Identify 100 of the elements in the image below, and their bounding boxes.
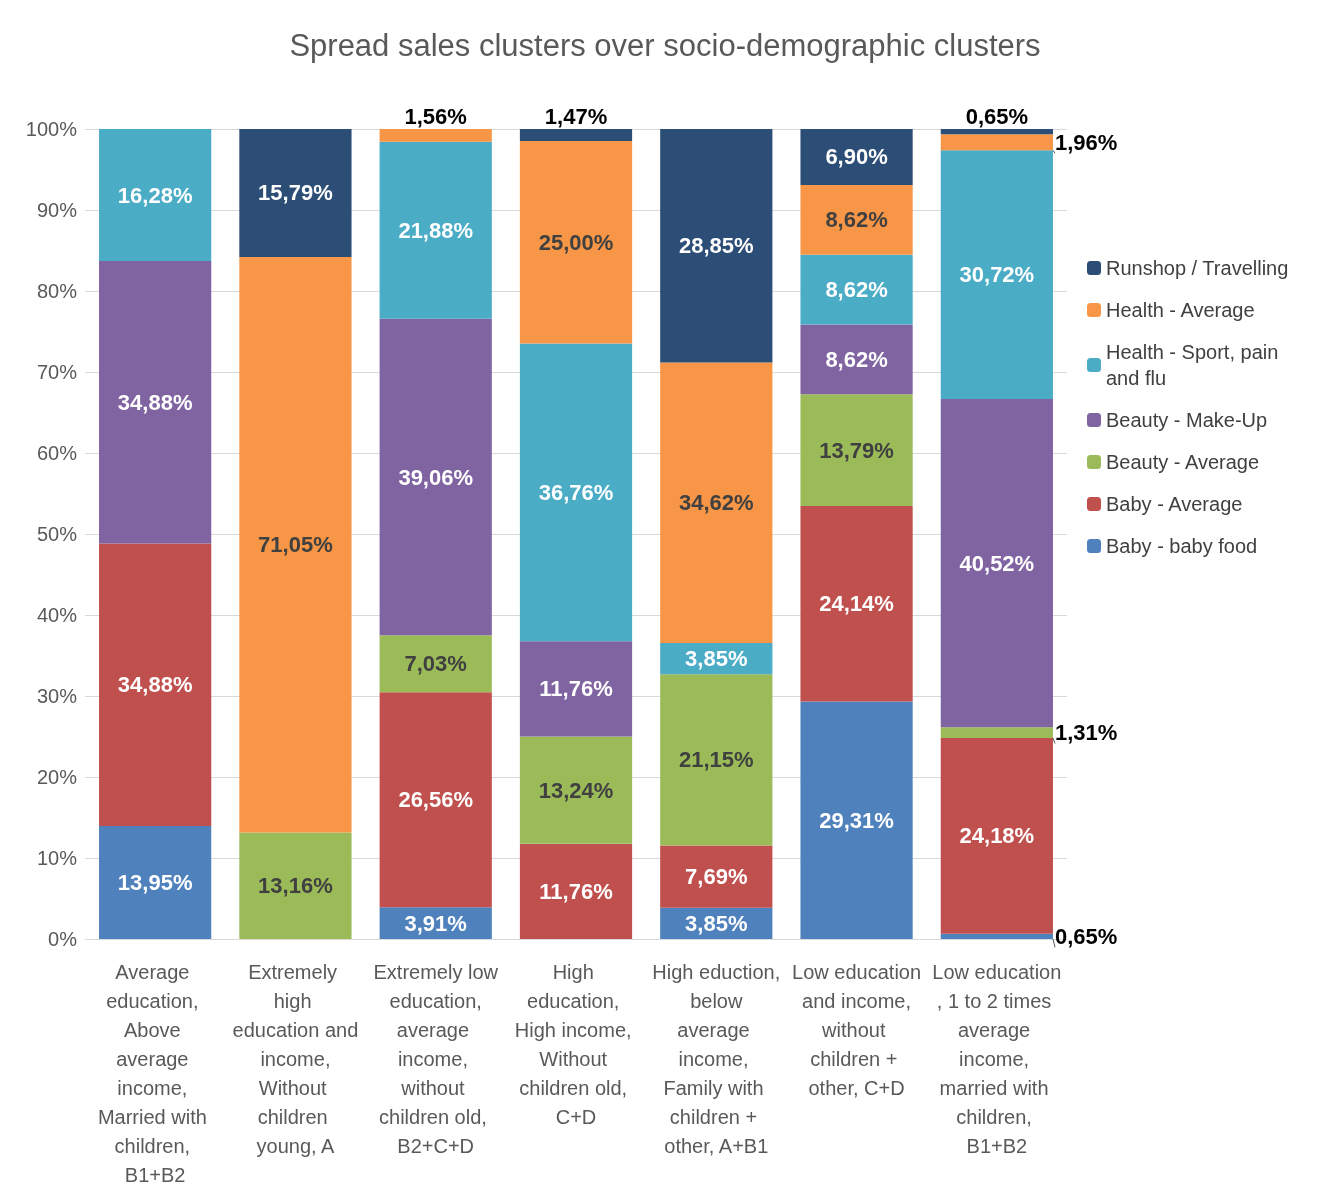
data-label: 30,72% <box>959 262 1035 288</box>
bar <box>660 674 773 846</box>
bar <box>99 543 212 827</box>
bar <box>519 843 633 939</box>
bar <box>940 933 1053 939</box>
legend-label: Beauty - Make-Up <box>1106 409 1268 431</box>
data-label: 71,05% <box>258 532 333 558</box>
y-tick-label: 40% <box>36 604 78 626</box>
bar <box>379 635 492 693</box>
data-label: 3,91% <box>404 910 467 936</box>
bar <box>519 641 633 737</box>
legend-label: Runshop / Travelling <box>1106 257 1289 279</box>
legend-label: Baby - baby food <box>1106 535 1258 557</box>
data-label: 1,31% <box>1054 720 1118 746</box>
x-tick-label: High education, High income, Without children old, C+D <box>514 960 638 1128</box>
bar <box>379 318 492 636</box>
y-tick-label: 20% <box>36 766 78 788</box>
bar <box>800 701 913 939</box>
data-label: 1,47% <box>544 103 608 129</box>
bar <box>800 394 913 507</box>
data-label: 34,88% <box>117 389 193 415</box>
data-label: 36,76% <box>538 479 614 505</box>
data-label: 39,06% <box>398 464 474 490</box>
data-label: 15,79% <box>258 180 333 206</box>
bar <box>239 832 352 939</box>
data-label: 16,28% <box>117 182 193 208</box>
bar <box>519 129 633 141</box>
bar <box>379 692 492 908</box>
y-tick-label: 70% <box>36 361 78 383</box>
data-label: 7,03% <box>404 651 467 677</box>
bar <box>379 129 492 142</box>
bar <box>660 845 773 908</box>
bar <box>379 141 492 319</box>
bar <box>239 256 352 833</box>
y-tick-label: 30% <box>36 685 78 707</box>
y-tick-label: 60% <box>36 442 78 464</box>
bar <box>660 362 773 644</box>
data-label: 1,96% <box>1054 129 1118 155</box>
bar <box>800 184 913 255</box>
data-label: 13,16% <box>258 873 333 899</box>
data-label: 24,18% <box>959 823 1035 849</box>
y-tick-label: 10% <box>36 847 78 869</box>
bar <box>519 140 633 344</box>
data-label: 8,62% <box>825 346 888 372</box>
data-label: 8,62% <box>825 207 888 233</box>
data-label: 6,90% <box>825 144 888 170</box>
bar <box>800 324 913 395</box>
x-tick-label: Low education and income, without children + other, C+D <box>792 960 922 1099</box>
bar <box>940 150 1053 400</box>
bar <box>519 343 633 642</box>
bar <box>99 826 212 939</box>
bar <box>99 260 212 544</box>
legend-label: Health - Sport, pain and flu <box>1106 341 1284 389</box>
data-label: 8,62% <box>825 277 888 303</box>
x-tick-label: Low education, 1 to 2 times average income, married with children, B1+B2 <box>932 960 1062 1157</box>
y-tick-label: 100% <box>25 118 78 140</box>
data-label: 3,85% <box>685 646 748 672</box>
bar <box>800 506 913 702</box>
legend-label: Health - Average <box>1106 299 1255 321</box>
bar <box>940 727 1053 738</box>
data-label: 7,69% <box>685 864 748 890</box>
bar <box>519 736 633 844</box>
bar <box>940 134 1053 151</box>
data-label: 11,76% <box>539 676 613 702</box>
bar <box>940 399 1053 728</box>
y-tick-label: 50% <box>36 523 78 545</box>
data-label: 26,56% <box>398 787 474 813</box>
bar <box>800 254 913 325</box>
x-tick-label: Average education, Above average income, Married with children, B1+B2 <box>97 960 213 1186</box>
data-label: 1,56% <box>404 103 467 129</box>
data-label: 11,76% <box>539 878 613 904</box>
data-label: 13,79% <box>819 437 894 463</box>
data-label: 25,00% <box>538 229 614 255</box>
data-label: 13,24% <box>538 777 614 803</box>
chart-title: Spread sales clusters over socio-demographic clusters <box>289 28 1041 63</box>
bar <box>239 129 352 257</box>
data-label: 34,62% <box>678 490 754 516</box>
bar <box>940 129 1053 135</box>
data-label: 40,52% <box>959 550 1035 576</box>
data-label: 13,95% <box>117 870 193 895</box>
legend-label: Baby - Average <box>1106 493 1243 515</box>
bar <box>660 129 773 363</box>
y-tick-label: 90% <box>36 199 78 221</box>
x-tick-label: Extremely high education and income, Without children young, A <box>232 960 359 1157</box>
data-label: 0,65% <box>965 103 1029 129</box>
y-tick-label: 80% <box>36 280 78 302</box>
bar <box>800 129 913 185</box>
data-label: 24,14% <box>819 591 894 617</box>
data-label: 29,31% <box>819 807 894 833</box>
data-label: 21,15% <box>678 747 754 773</box>
data-label: 28,85% <box>678 233 754 259</box>
data-label: 3,85% <box>685 910 748 936</box>
bar <box>940 737 1053 934</box>
legend-label: Beauty - Average <box>1106 451 1260 473</box>
data-label: 0,65% <box>1054 923 1118 949</box>
y-tick-label: 0% <box>48 928 78 950</box>
bar <box>99 129 212 261</box>
data-label: 34,88% <box>117 672 193 698</box>
x-tick-label: Extremely low education, average income, without children old, B2+C+D <box>373 960 499 1157</box>
x-tick-label: High eduction, below average income, Family with children + other, A+B1 <box>652 960 781 1157</box>
